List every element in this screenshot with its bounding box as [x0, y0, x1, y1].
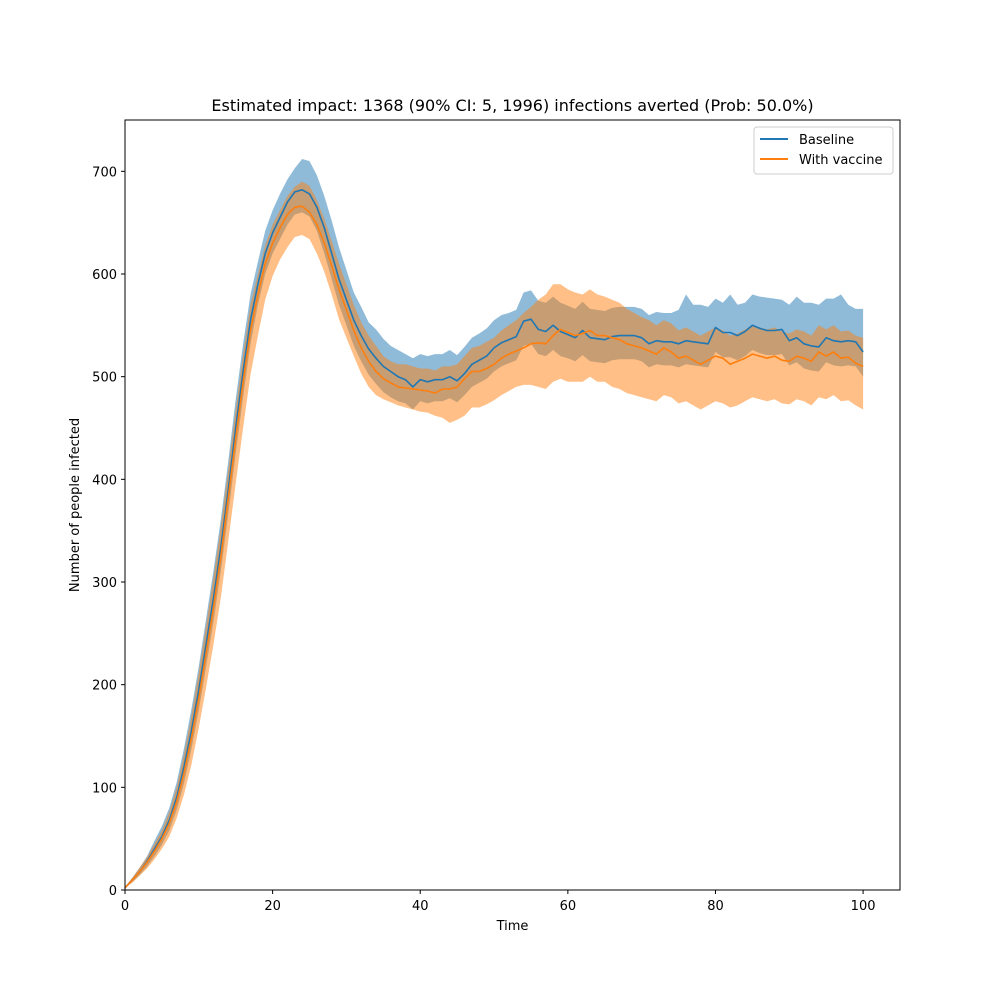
legend-box: [753, 126, 894, 175]
x-tick-label: 100: [851, 899, 876, 914]
y-tick-label: 100: [92, 781, 117, 796]
series-lines: [124, 189, 864, 889]
line-series-2: [124, 205, 864, 889]
line-series-1: [124, 189, 864, 889]
x-axis-ticks: 0 20 40 60 80 100: [121, 890, 876, 914]
plot-area-frame: [124, 119, 901, 891]
y-tick-label: 300: [92, 576, 117, 591]
chart-title: Estimated impact: 1368 (90% CI: 5, 1996)…: [211, 96, 813, 115]
legend: Baseline With vaccine: [753, 126, 894, 175]
legend-label: Baseline: [799, 133, 854, 148]
y-tick-label: 200: [92, 679, 117, 694]
x-tick-label: 0: [121, 899, 129, 914]
y-tick-label: 400: [92, 473, 117, 488]
y-axis-label: Number of people infected: [68, 418, 83, 592]
x-tick-label: 80: [707, 899, 724, 914]
x-tick-label: 60: [560, 899, 577, 914]
x-tick-label: 40: [412, 899, 429, 914]
x-tick-label: 20: [264, 899, 281, 914]
legend-label: With vaccine: [799, 153, 882, 168]
y-axis-ticks: 0 100 200 300 400 500 600 700: [92, 165, 125, 899]
y-tick-label: 500: [92, 371, 117, 386]
y-tick-label: 600: [92, 268, 117, 283]
y-tick-label: 0: [109, 884, 117, 899]
y-tick-label: 700: [92, 165, 117, 180]
x-axis-label: Time: [496, 919, 529, 934]
